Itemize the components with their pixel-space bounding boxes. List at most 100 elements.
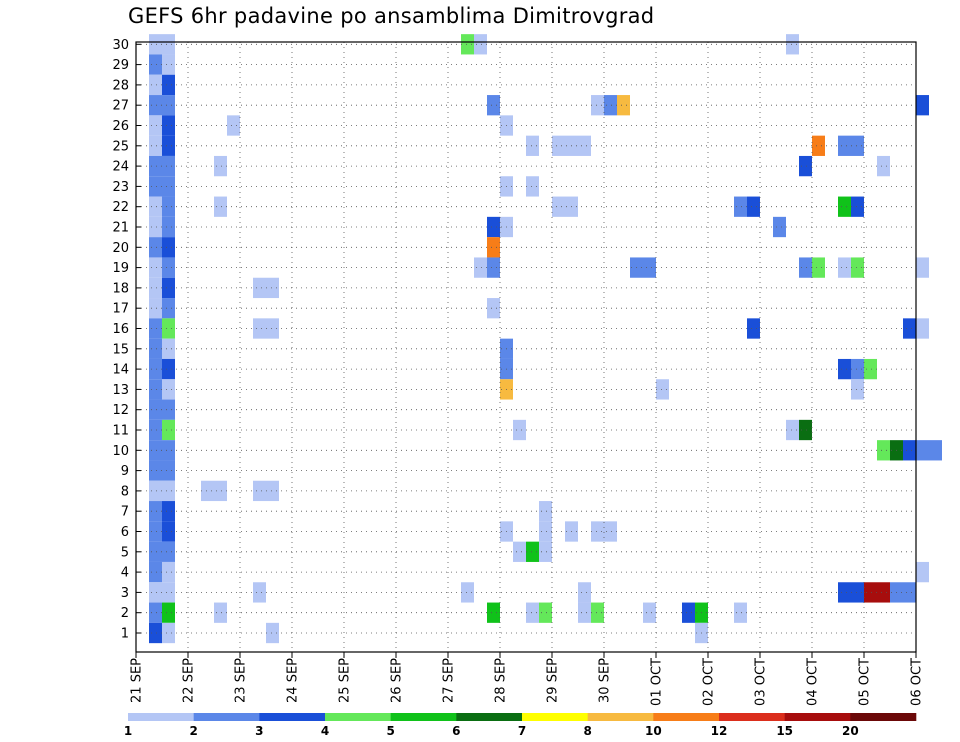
heatmap-cell xyxy=(162,602,175,623)
heatmap-cell xyxy=(656,379,669,400)
heatmap-cell xyxy=(526,602,539,623)
heatmap-cell xyxy=(747,196,760,217)
legend-boundary-label: 4 xyxy=(321,724,329,738)
heatmap-cells xyxy=(149,34,942,644)
x-tick-label: 05 OCT xyxy=(858,658,873,706)
x-tick-label: 21 SEP xyxy=(130,658,145,703)
heatmap-cell xyxy=(149,34,162,55)
y-tick-label: 26 xyxy=(112,119,129,134)
heatmap-cell xyxy=(799,419,812,441)
plot-frame xyxy=(135,41,917,653)
heatmap-cell xyxy=(838,196,851,217)
y-tick-label: 23 xyxy=(112,180,129,195)
heatmap-cell xyxy=(838,135,851,156)
heatmap-cell xyxy=(682,602,695,623)
heatmap-cell xyxy=(162,399,175,420)
x-tick-label: 04 OCT xyxy=(806,658,821,706)
heatmap-cell xyxy=(474,34,487,55)
heatmap-cell xyxy=(838,257,851,278)
x-tick-label: 26 SEP xyxy=(390,658,405,703)
heatmap-cell xyxy=(253,582,266,603)
color-legend: 1 2 3 4 5 6 7 8 10 12 15 20 xyxy=(124,713,917,738)
heatmap-cell xyxy=(734,602,747,623)
heatmap-cell xyxy=(799,155,812,177)
y-tick-label: 1 xyxy=(121,627,129,642)
heatmap-cell xyxy=(903,318,916,339)
legend-boundary-label: 8 xyxy=(583,724,591,738)
legend-swatch xyxy=(456,713,523,721)
heatmap-cell xyxy=(474,257,487,278)
heatmap-cell xyxy=(487,298,500,319)
legend-swatch xyxy=(587,713,654,721)
heatmap-cell xyxy=(162,419,175,441)
x-tick-label: 24 SEP xyxy=(286,658,301,703)
heatmap-cell xyxy=(851,257,864,278)
y-tick-label: 6 xyxy=(121,525,129,540)
chart-title: GEFS 6hr padavine po ansamblima Dimitrov… xyxy=(128,4,655,28)
heatmap-cell xyxy=(929,440,942,461)
heatmap-cell xyxy=(214,480,227,502)
heatmap-cell xyxy=(539,602,552,623)
heatmap-cell xyxy=(149,237,162,258)
heatmap-cell xyxy=(253,480,266,502)
y-tick-label: 9 xyxy=(121,464,129,479)
y-tick-label: 24 xyxy=(112,160,129,175)
heatmap-cell xyxy=(487,237,500,258)
heatmap-cell xyxy=(162,298,175,319)
y-axis: 1234567891011121314151617181920212223242… xyxy=(112,38,141,642)
heatmap-cell xyxy=(149,582,162,603)
y-tick-label: 20 xyxy=(112,241,129,256)
heatmap-cell xyxy=(149,399,162,420)
heatmap-cell xyxy=(149,115,162,136)
heatmap-cell xyxy=(643,602,656,623)
x-tick-label: 27 SEP xyxy=(442,658,457,703)
heatmap-cell xyxy=(604,95,617,116)
legend-swatch xyxy=(850,713,917,721)
x-tick-label: 29 SEP xyxy=(546,658,561,703)
heatmap-cell xyxy=(149,561,162,583)
heatmap-cell xyxy=(864,358,877,380)
heatmap-cell xyxy=(838,582,851,603)
heatmap-cell xyxy=(162,480,175,502)
heatmap-cell xyxy=(201,480,214,502)
heatmap-cell xyxy=(162,74,175,96)
heatmap-cell xyxy=(149,602,162,623)
heatmap-cell xyxy=(786,34,799,55)
heatmap-cell xyxy=(552,196,565,217)
heatmap-cell xyxy=(916,440,929,461)
heatmap-cell xyxy=(162,196,175,217)
heatmap-cell xyxy=(916,561,929,583)
heatmap-cell xyxy=(773,216,786,238)
heatmap-cell xyxy=(149,95,162,116)
x-tick-label: 22 SEP xyxy=(182,658,197,703)
heatmap-cell xyxy=(812,257,825,278)
heatmap-cell xyxy=(877,582,890,603)
heatmap-cell xyxy=(149,440,162,461)
y-tick-label: 15 xyxy=(112,342,129,357)
heatmap-cell xyxy=(578,602,591,623)
y-tick-label: 30 xyxy=(112,38,129,53)
heatmap-cell xyxy=(149,541,162,562)
heatmap-cell xyxy=(149,216,162,238)
y-tick-label: 5 xyxy=(121,545,129,560)
heatmap-cell xyxy=(838,358,851,380)
heatmap-cell xyxy=(162,561,175,583)
heatmap-cell xyxy=(591,521,604,542)
legend-swatch xyxy=(784,713,851,721)
legend-boundary-label: 6 xyxy=(452,724,460,738)
heatmap-cell xyxy=(149,460,162,481)
heatmap-cell xyxy=(162,277,175,299)
heatmap-cell xyxy=(851,135,864,156)
heatmap-cell xyxy=(214,602,227,623)
heatmap-cell xyxy=(149,135,162,156)
heatmap-cell xyxy=(149,155,162,177)
heatmap-cell xyxy=(851,358,864,380)
heatmap-cell xyxy=(162,257,175,278)
heatmap-cell xyxy=(149,54,162,75)
heatmap-cell xyxy=(162,622,175,644)
heatmap-cell xyxy=(617,95,630,116)
heatmap-cell xyxy=(149,379,162,400)
x-tick-label: 02 OCT xyxy=(702,658,717,706)
heatmap-cell xyxy=(461,582,474,603)
